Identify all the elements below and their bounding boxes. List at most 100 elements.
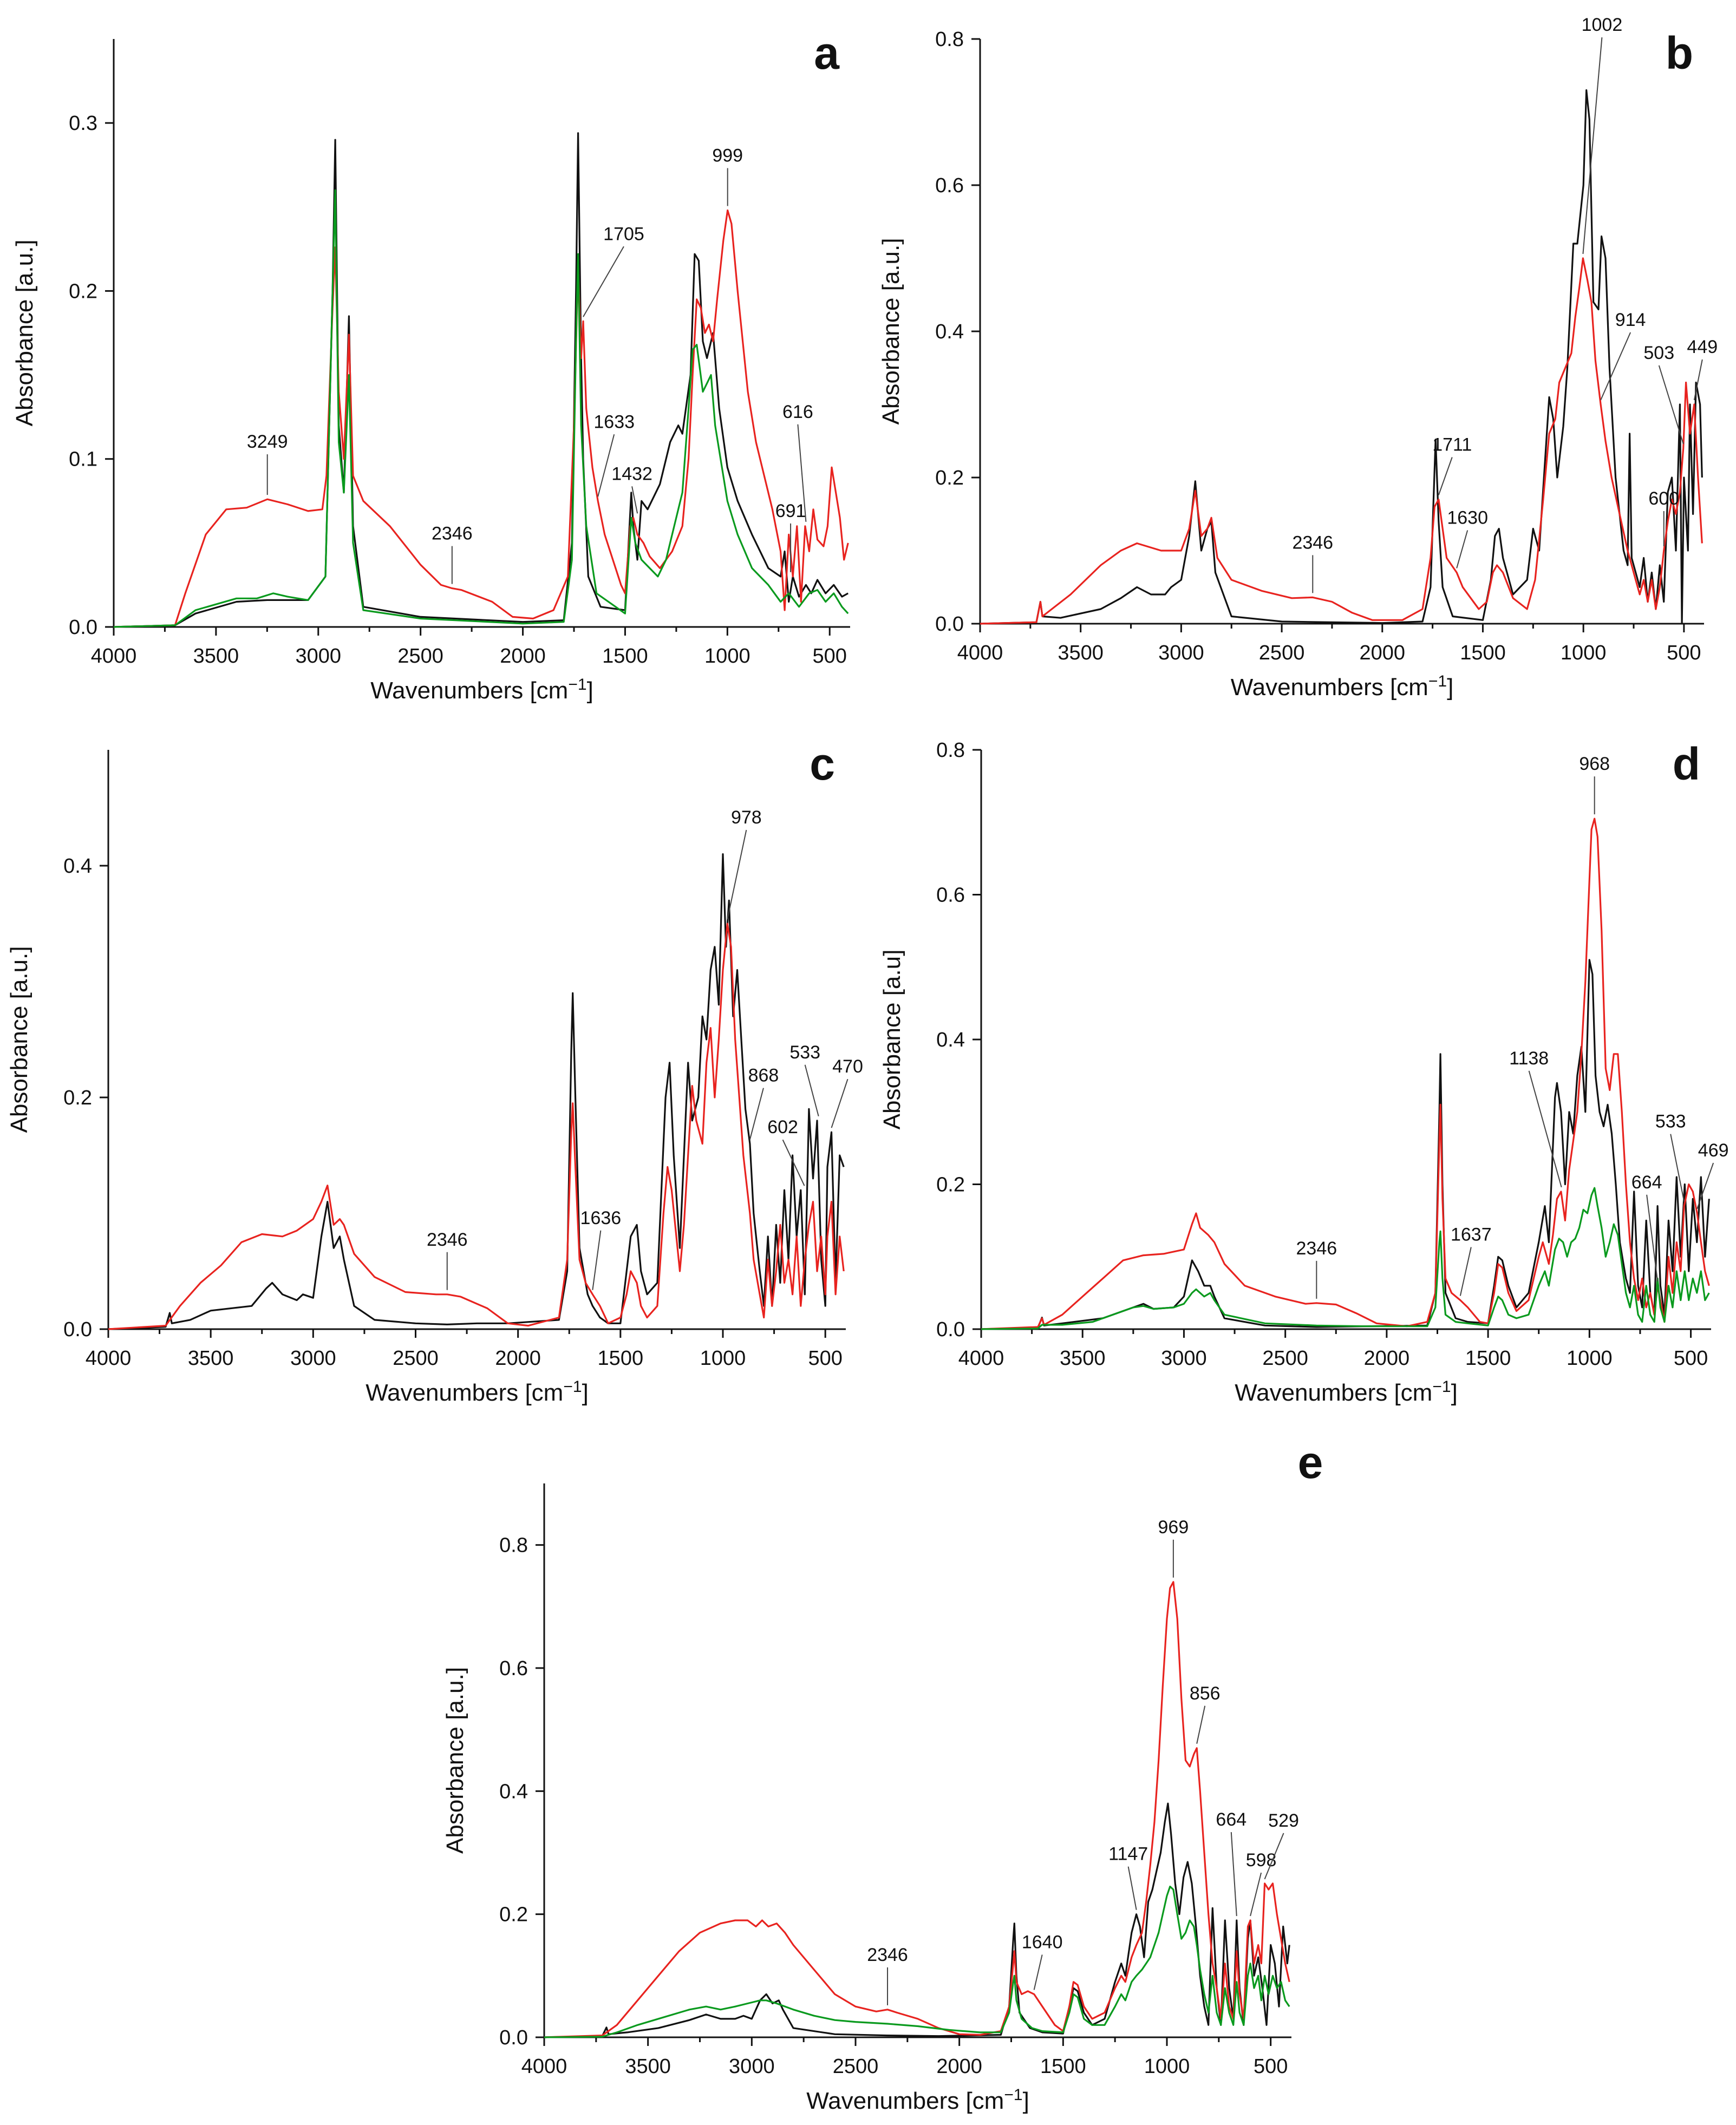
series-line-red [981, 818, 1710, 1330]
y-tick-label: 0.2 [936, 1174, 965, 1196]
chart-panel-e: 4000 3500 3000 2500 2000 1500 1000 500 0.0 0.2 0.4… [442, 1437, 1323, 2114]
y-axis-title: Absorbance [a.u.] [11, 240, 38, 427]
x-axis-title: Wavenumbers [cm−1] [370, 676, 593, 704]
annotation-label: 1138 [1509, 1048, 1549, 1069]
x-axis-title: Wavenumbers [cm−1] [1231, 672, 1454, 701]
panel-letter: c [810, 738, 835, 789]
x-tick-label: 2000 [495, 1347, 541, 1370]
series-line-black [981, 959, 1710, 1330]
x-tick-label: 4000 [86, 1347, 132, 1370]
annotation-label: 470 [832, 1056, 863, 1077]
y-tick-label: 0.1 [69, 448, 97, 471]
y-tick-label: 0.3 [69, 112, 97, 135]
annotation-leader [1250, 1872, 1262, 1917]
x-tick-label: 3000 [1158, 642, 1204, 664]
x-tick-label: 1500 [1040, 2055, 1086, 2078]
annotation-leader [804, 1064, 819, 1117]
annotation-leader [1693, 359, 1703, 401]
series-line-green [981, 1187, 1710, 1330]
x-tick-label: 3500 [188, 1347, 234, 1370]
annotation-label: 1002 [1582, 15, 1623, 35]
x-tick-label: 3000 [290, 1347, 336, 1370]
y-tick-label: 0.2 [63, 1087, 92, 1109]
annotation-label: 969 [1158, 1517, 1189, 1538]
x-tick-label: 2000 [1364, 1347, 1410, 1370]
x-tick-label: 2500 [1259, 642, 1305, 664]
annotation-leader [1456, 530, 1469, 568]
annotation-label: 1705 [603, 224, 644, 244]
series-line-black [980, 89, 1703, 625]
annotation-label: 968 [1579, 754, 1610, 774]
annotation-leader [782, 1139, 805, 1186]
x-tick-label: 4000 [958, 1347, 1004, 1370]
x-tick-label: 4000 [91, 645, 137, 668]
x-tick-label: 1000 [700, 1347, 746, 1370]
y-axis-title: Absorbance [a.u.] [6, 946, 32, 1133]
x-tick-label: 1500 [602, 645, 648, 668]
annotation-label: 1711 [1432, 435, 1472, 455]
annotation-label: 616 [782, 402, 813, 422]
x-tick-label: 2000 [936, 2055, 982, 2078]
annotation-label: 533 [1655, 1111, 1686, 1132]
annotation-label: 664 [1631, 1172, 1662, 1193]
y-tick-label: 0.4 [935, 321, 964, 343]
panel-letter: a [814, 28, 840, 79]
y-tick-label: 0.8 [499, 1534, 528, 1557]
x-tick-label: 1500 [1460, 642, 1506, 664]
annotation-leader [1264, 1833, 1284, 1880]
annotation-label: 529 [1268, 1810, 1299, 1831]
x-tick-label: 1500 [1465, 1347, 1511, 1370]
x-tick-label: 4000 [521, 2055, 567, 2078]
x-tick-label: 500 [1667, 642, 1701, 664]
x-tick-label: 3500 [625, 2055, 671, 2078]
y-tick-label: 0.4 [499, 1780, 528, 1803]
y-tick-label: 0.2 [499, 1904, 528, 1926]
y-tick-label: 0.0 [499, 2026, 528, 2049]
series-line-black [108, 853, 845, 1330]
annotation-leader [1196, 1705, 1206, 1744]
annotation-leader [1658, 365, 1684, 444]
chart-panel-c: 4000 3500 3000 2500 2000 1500 1000 500 0.0 0.2 0.4… [6, 738, 863, 1406]
annotation-leader [1033, 1954, 1043, 1990]
x-tick-label: 1000 [1567, 1347, 1613, 1370]
x-tick-label: 500 [808, 1347, 842, 1370]
y-tick-label: 0.4 [936, 1029, 965, 1051]
x-tick-label: 3000 [1161, 1347, 1207, 1370]
annotation-label: 978 [731, 807, 762, 828]
y-tick-label: 0.6 [935, 174, 964, 197]
chart-panel-b: 4000 3500 3000 2500 2000 1500 1000 500 0.0 0.2 0.4… [878, 15, 1718, 701]
annotation-label: 469 [1698, 1140, 1729, 1161]
annotation-label: 2346 [1296, 1238, 1337, 1259]
series-line-red [544, 1581, 1290, 2038]
y-tick-label: 0.0 [63, 1318, 92, 1341]
x-tick-label: 3500 [1060, 1347, 1106, 1370]
y-axis-title: Absorbance [a.u.] [878, 238, 904, 425]
annotation-leader [597, 434, 615, 497]
y-axis-title: Absorbance [a.u.] [442, 1667, 468, 1854]
chart-panel-a: 4000 3500 3000 2500 2000 1500 1000 500 0.0 0.1 0.2… [11, 28, 850, 704]
x-tick-label: 2500 [1262, 1347, 1308, 1370]
annotation-leader [749, 1088, 764, 1140]
x-axis-title: Wavenumbers [cm−1] [366, 1378, 589, 1407]
annotation-label: 914 [1615, 310, 1646, 330]
annotation-leader [1438, 457, 1453, 495]
y-tick-label: 0.8 [936, 739, 965, 762]
y-tick-label: 0.0 [69, 616, 97, 639]
annotation-label: 868 [748, 1065, 779, 1086]
series-line-red [980, 257, 1703, 625]
x-tick-label: 1000 [704, 645, 750, 668]
x-tick-label: 4000 [957, 642, 1003, 664]
y-tick-label: 0.4 [63, 855, 92, 878]
annotation-label: 503 [1643, 343, 1674, 363]
y-tick-label: 0.2 [69, 280, 97, 303]
x-tick-label: 500 [1674, 1347, 1708, 1370]
series-line-green [113, 189, 849, 628]
annotation-label: 600 [1648, 488, 1679, 509]
x-tick-label: 3500 [1058, 642, 1104, 664]
x-tick-label: 500 [813, 645, 847, 668]
panel-letter: b [1666, 28, 1693, 79]
annotation-label: 1432 [611, 463, 652, 484]
annotation-label: 1636 [580, 1208, 622, 1228]
y-tick-label: 0.2 [935, 467, 964, 489]
annotation-leader [1230, 1832, 1237, 1917]
